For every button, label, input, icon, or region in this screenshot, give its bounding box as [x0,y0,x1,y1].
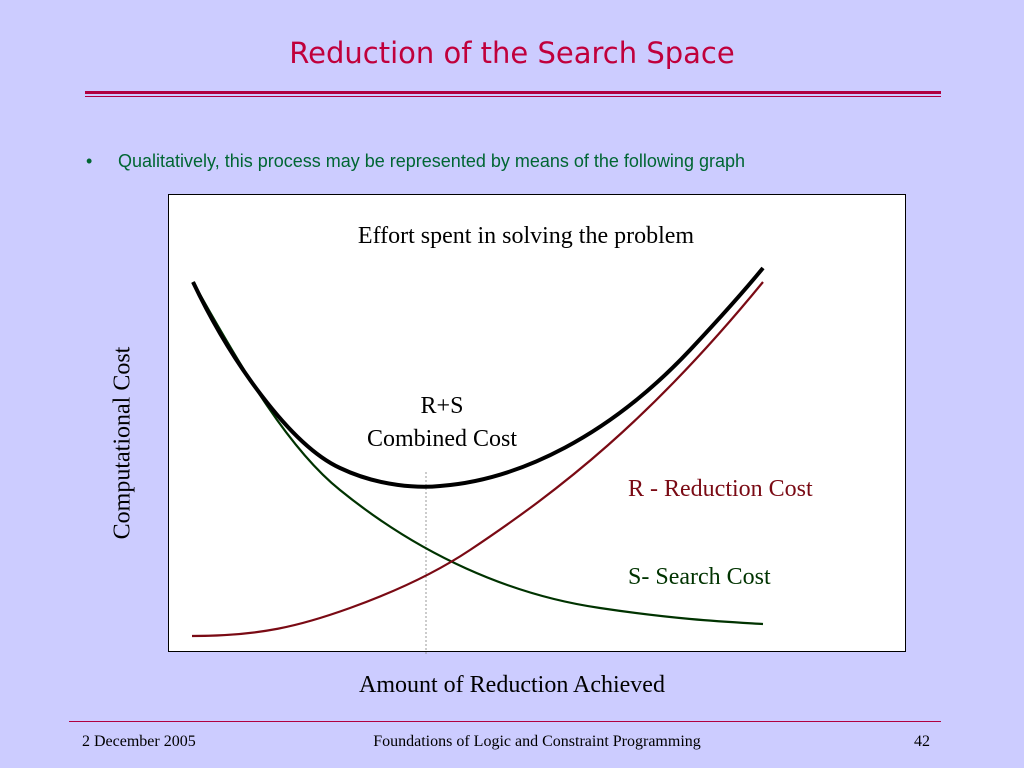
graph-frame [168,194,906,652]
x-axis-label: Amount of Reduction Achieved [359,672,665,698]
title-divider-thick [85,91,941,94]
slide-title: Reduction of the Search Space [289,36,735,70]
footer-date: 2 December 2005 [82,733,196,750]
y-axis-label: Computational Cost [109,346,136,540]
footer-page-number: 42 [914,733,930,750]
reduction-cost-label: R - Reduction Cost [628,476,813,502]
reduction-cost-curve [191,281,764,638]
combined-cost-curve [191,266,765,489]
title-divider-thin [85,96,941,97]
combined-cost-label-line2: Combined Cost [367,426,517,452]
footer-divider [69,721,941,722]
footer-course: Foundations of Logic and Constraint Prog… [373,733,701,750]
graph-title: Effort spent in solving the problem [358,223,695,249]
bullet-marker: • [86,151,93,171]
search-cost-label: S- Search Cost [628,564,771,590]
bullet-text: Qualitatively, this process may be repre… [118,151,745,171]
bullet-item: • Qualitatively, this process may be repr… [86,151,745,172]
combined-cost-label-line1: R+S [421,393,464,419]
